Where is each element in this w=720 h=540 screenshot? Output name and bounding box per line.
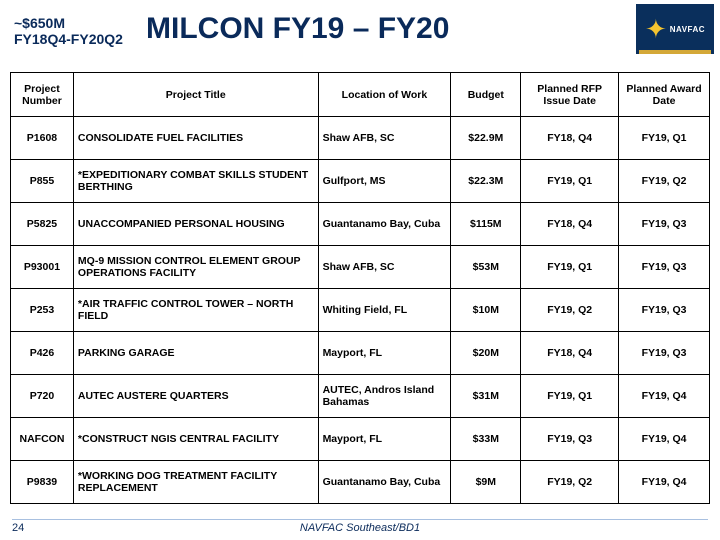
table-cell: Mayport, FL <box>318 418 451 461</box>
table-cell: FY19, Q3 <box>521 418 619 461</box>
table-cell: Guantanamo Bay, Cuba <box>318 203 451 246</box>
logo-text: NAVFAC <box>670 25 705 34</box>
table-cell: $33M <box>451 418 521 461</box>
table-cell: $20M <box>451 332 521 375</box>
table-cell: FY19, Q2 <box>619 160 710 203</box>
table-cell: P855 <box>11 160 74 203</box>
col-budget: Budget <box>451 73 521 117</box>
table-row: P93001MQ-9 MISSION CONTROL ELEMENT GROUP… <box>11 246 710 289</box>
table-row: P253*AIR TRAFFIC CONTROL TOWER – NORTH F… <box>11 289 710 332</box>
table-cell: $115M <box>451 203 521 246</box>
header-subtext: ~$650M FY18Q4-FY20Q2 <box>0 12 123 48</box>
table-row: P1608CONSOLIDATE FUEL FACILITIESShaw AFB… <box>11 117 710 160</box>
table-cell: Whiting Field, FL <box>318 289 451 332</box>
table-cell: P5825 <box>11 203 74 246</box>
fiscal-period: FY18Q4-FY20Q2 <box>14 31 123 48</box>
col-project-number: Project Number <box>11 73 74 117</box>
table-row: P426PARKING GARAGEMayport, FL$20MFY18, Q… <box>11 332 710 375</box>
table-head: Project Number Project Title Location of… <box>11 73 710 117</box>
table-cell: P93001 <box>11 246 74 289</box>
table-cell: P426 <box>11 332 74 375</box>
table-cell: P253 <box>11 289 74 332</box>
table-cell: *EXPEDITIONARY COMBAT SKILLS STUDENT BER… <box>73 160 318 203</box>
table-cell: FY18, Q4 <box>521 332 619 375</box>
table-body: P1608CONSOLIDATE FUEL FACILITIESShaw AFB… <box>11 117 710 504</box>
table-cell: FY19, Q1 <box>619 117 710 160</box>
table-cell: $9M <box>451 461 521 504</box>
table-cell: Shaw AFB, SC <box>318 117 451 160</box>
table-cell: FY19, Q1 <box>521 246 619 289</box>
table-cell: FY19, Q2 <box>521 461 619 504</box>
table-cell: FY19, Q4 <box>619 418 710 461</box>
table-row: NAFCON*CONSTRUCT NGIS CENTRAL FACILITYMa… <box>11 418 710 461</box>
table-cell: P9839 <box>11 461 74 504</box>
table-container: Project Number Project Title Location of… <box>0 60 720 504</box>
footer-center-text: NAVFAC Southeast/BD1 <box>300 522 420 534</box>
table-cell: Gulfport, MS <box>318 160 451 203</box>
table-cell: FY19, Q3 <box>619 332 710 375</box>
table-cell: $22.9M <box>451 117 521 160</box>
table-cell: P720 <box>11 375 74 418</box>
table-cell: $31M <box>451 375 521 418</box>
table-cell: Mayport, FL <box>318 332 451 375</box>
table-cell: FY18, Q4 <box>521 117 619 160</box>
slide-footer: 24 NAVFAC Southeast/BD1 <box>12 517 708 534</box>
table-cell: AUTEC AUSTERE QUARTERS <box>73 375 318 418</box>
table-cell: FY19, Q1 <box>521 375 619 418</box>
col-location: Location of Work <box>318 73 451 117</box>
table-cell: NAFCON <box>11 418 74 461</box>
slide-header: ~$650M FY18Q4-FY20Q2 MILCON FY19 – FY20 … <box>0 0 720 60</box>
table-cell: *CONSTRUCT NGIS CENTRAL FACILITY <box>73 418 318 461</box>
table-cell: CONSOLIDATE FUEL FACILITIES <box>73 117 318 160</box>
table-cell: UNACCOMPANIED PERSONAL HOUSING <box>73 203 318 246</box>
milcon-table: Project Number Project Title Location of… <box>10 72 710 504</box>
compass-icon: ✦ <box>645 16 667 42</box>
table-cell: FY19, Q3 <box>619 289 710 332</box>
page-title: MILCON FY19 – FY20 <box>146 12 449 46</box>
logo-underline <box>639 50 711 54</box>
col-rfp-date: Planned RFP Issue Date <box>521 73 619 117</box>
table-row: P855*EXPEDITIONARY COMBAT SKILLS STUDENT… <box>11 160 710 203</box>
page-number: 24 <box>12 522 24 534</box>
footer-line: 24 NAVFAC Southeast/BD1 <box>12 519 708 534</box>
col-award-date: Planned Award Date <box>619 73 710 117</box>
table-cell: FY19, Q1 <box>521 160 619 203</box>
table-row: P5825UNACCOMPANIED PERSONAL HOUSINGGuant… <box>11 203 710 246</box>
col-project-title: Project Title <box>73 73 318 117</box>
table-cell: AUTEC, Andros Island Bahamas <box>318 375 451 418</box>
table-cell: FY19, Q4 <box>619 461 710 504</box>
table-cell: FY18, Q4 <box>521 203 619 246</box>
navfac-logo: ✦ NAVFAC <box>636 4 714 54</box>
table-cell: FY19, Q3 <box>619 203 710 246</box>
table-header-row: Project Number Project Title Location of… <box>11 73 710 117</box>
table-cell: $53M <box>451 246 521 289</box>
table-cell: Guantanamo Bay, Cuba <box>318 461 451 504</box>
budget-amount: ~$650M <box>14 16 123 31</box>
table-row: P9839*WORKING DOG TREATMENT FACILITY REP… <box>11 461 710 504</box>
table-row: P720AUTEC AUSTERE QUARTERSAUTEC, Andros … <box>11 375 710 418</box>
table-cell: FY19, Q2 <box>521 289 619 332</box>
table-cell: $10M <box>451 289 521 332</box>
table-cell: $22.3M <box>451 160 521 203</box>
table-cell: *WORKING DOG TREATMENT FACILITY REPLACEM… <box>73 461 318 504</box>
table-cell: MQ-9 MISSION CONTROL ELEMENT GROUP OPERA… <box>73 246 318 289</box>
table-cell: Shaw AFB, SC <box>318 246 451 289</box>
table-cell: *AIR TRAFFIC CONTROL TOWER – NORTH FIELD <box>73 289 318 332</box>
table-cell: FY19, Q4 <box>619 375 710 418</box>
table-cell: FY19, Q3 <box>619 246 710 289</box>
table-cell: P1608 <box>11 117 74 160</box>
table-cell: PARKING GARAGE <box>73 332 318 375</box>
